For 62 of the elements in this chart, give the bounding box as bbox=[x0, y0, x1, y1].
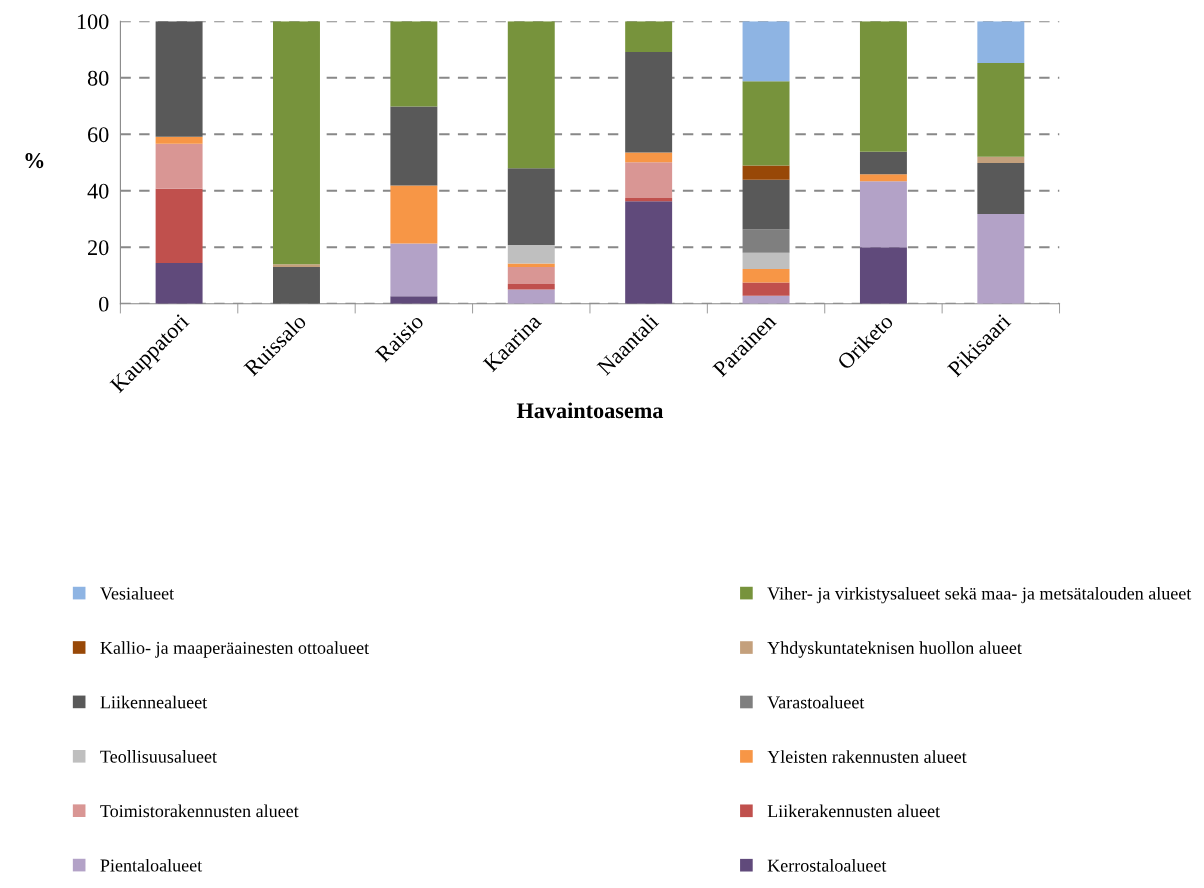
y-tick-label: 40 bbox=[87, 183, 109, 199]
y-tick-label: 0 bbox=[99, 296, 109, 312]
y-tick-label: 80 bbox=[87, 70, 109, 86]
legend-label: Yleisten rakennusten alueet bbox=[767, 750, 967, 763]
y-axis-title: % bbox=[25, 153, 44, 169]
bar bbox=[859, 174, 907, 182]
x-axis-title: Havaintoasema bbox=[516, 402, 664, 419]
legend-label: Liikennealueet bbox=[100, 695, 208, 709]
bar bbox=[507, 244, 555, 264]
bar bbox=[155, 188, 203, 264]
legend-label: Teollisuusalueet bbox=[100, 750, 217, 763]
legend-label: Yhdyskuntateknisen huollon alueet bbox=[767, 641, 1022, 658]
bar bbox=[507, 168, 555, 245]
y-tick-label: 60 bbox=[88, 127, 109, 143]
bar bbox=[625, 201, 673, 304]
bar bbox=[625, 162, 673, 199]
bar bbox=[390, 185, 438, 244]
legend-label: Kerrostaloalueet bbox=[767, 858, 887, 872]
y-tick-label: 20 bbox=[88, 240, 109, 256]
bar bbox=[155, 21, 203, 137]
legend-label: Varastoalueet bbox=[767, 695, 865, 709]
bar bbox=[859, 21, 907, 152]
bar bbox=[977, 163, 1025, 214]
bar bbox=[390, 106, 438, 186]
legend-label: Viher- ja virkistysalueet sekä maa- ja metsätalouden alueet bbox=[767, 586, 1192, 604]
bar bbox=[859, 181, 907, 248]
bar bbox=[625, 52, 673, 153]
bar bbox=[273, 264, 320, 267]
legend-label: Vesialueet bbox=[100, 586, 175, 600]
bar bbox=[742, 21, 790, 82]
bar bbox=[742, 165, 790, 180]
bar bbox=[625, 21, 673, 53]
bar bbox=[625, 152, 673, 163]
bar bbox=[742, 282, 790, 296]
bar bbox=[977, 63, 1025, 157]
bar bbox=[859, 151, 907, 175]
bar bbox=[507, 21, 555, 169]
bar bbox=[507, 289, 555, 304]
bar bbox=[155, 143, 203, 189]
bar bbox=[507, 283, 555, 290]
bar bbox=[390, 21, 438, 107]
bar bbox=[742, 81, 790, 166]
bar bbox=[742, 268, 790, 283]
bar bbox=[273, 21, 320, 265]
bar bbox=[390, 243, 438, 297]
bar bbox=[859, 247, 907, 304]
bar bbox=[977, 213, 1025, 304]
bar bbox=[390, 296, 438, 304]
legend-label: Pientaloalueet bbox=[100, 858, 203, 872]
bar bbox=[742, 179, 790, 230]
legend-label: Kallio- ja maaperäainesten ottoalueet bbox=[100, 641, 370, 658]
legend-label: Liikerakennusten alueet bbox=[767, 804, 941, 818]
bar bbox=[155, 263, 203, 304]
bar bbox=[155, 136, 203, 144]
legend-label: Toimistorakennusten alueet bbox=[100, 804, 299, 818]
bar bbox=[507, 266, 555, 284]
bar bbox=[977, 156, 1025, 164]
bar bbox=[742, 252, 790, 269]
bar bbox=[273, 266, 320, 304]
bar bbox=[977, 21, 1025, 64]
bar bbox=[625, 198, 673, 202]
y-tick-label: 100 bbox=[77, 14, 109, 30]
